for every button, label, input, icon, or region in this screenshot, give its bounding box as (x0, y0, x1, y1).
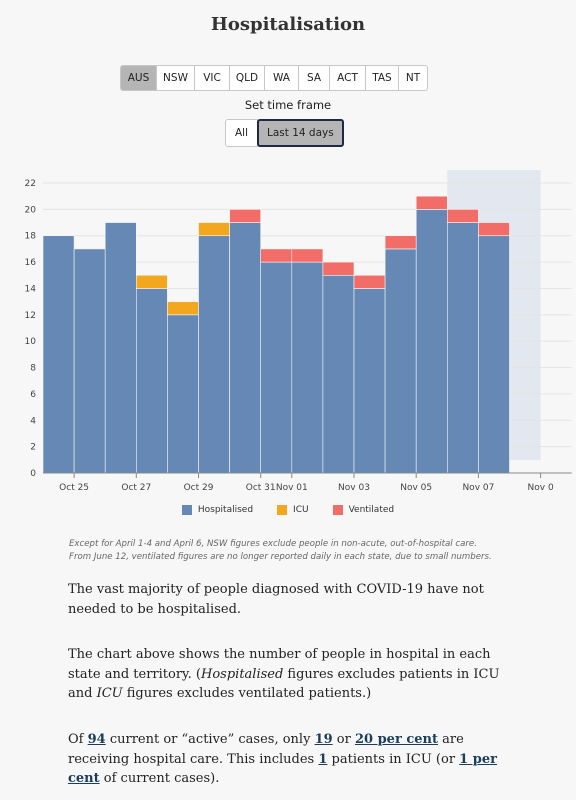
legend-swatch-ventilated (332, 505, 343, 515)
icu-percent: 1 per cent (68, 751, 497, 787)
bar-hospitalised (291, 261, 324, 474)
p3-text-e: patients in ICU (or (327, 751, 460, 767)
y-tick-label: 8 (30, 364, 36, 374)
state-button-wa[interactable]: WA (265, 66, 299, 90)
bar-hospitalised (42, 235, 75, 474)
paragraph-3: Of 94 current or “active” cases, only 19… (68, 730, 508, 789)
hospital-care-percent: 20 per cent (354, 732, 438, 747)
chart-legend: Hospitalised ICU Ventilated (0, 505, 576, 515)
legend-swatch-icu (277, 505, 288, 515)
timeframe-label: Set time frame (244, 98, 332, 112)
bar-ventilated (353, 274, 386, 289)
p3-text-a: Of (68, 732, 88, 747)
x-tick-label: Oct 27 (121, 483, 151, 493)
p3-text-b: current or “active” cases, only (105, 732, 315, 747)
bar-ventilated (384, 235, 417, 250)
bar-ventilated (415, 195, 448, 210)
state-button-aus[interactable]: AUS (121, 66, 157, 90)
bar-ventilated (322, 261, 355, 276)
bar-hospitalised (229, 222, 262, 474)
bar-hospitalised (415, 209, 448, 474)
bar-ventilated (291, 248, 324, 263)
state-selector: AUS NSW VIC QLD WA SA ACT TAS NT (120, 65, 428, 91)
y-tick-label: 0 (30, 469, 36, 479)
paragraph-2-hospitalised: Hospitalised (201, 666, 284, 682)
bar-ventilated (229, 209, 262, 223)
bar-hospitalised (73, 248, 106, 474)
chart-footnote: Except for April 1-4 and April 6, NSW fi… (69, 538, 509, 563)
bar-hospitalised (167, 314, 199, 474)
active-cases-number: 94 (87, 732, 106, 747)
x-tick-label: Nov 01 (276, 483, 308, 493)
y-tick-label: 2 (30, 443, 36, 453)
paragraph-2: The chart above shows the number of peop… (68, 645, 508, 704)
paragraph-1: The vast majority of people diagnosed wi… (68, 582, 484, 617)
legend-item-hospitalised: Hospitalised (181, 505, 254, 515)
p3-text-c: or (332, 732, 355, 747)
bar-hospitalised (198, 235, 230, 474)
x-tick-label: Nov 07 (462, 483, 494, 493)
legend-item-icu: ICU (277, 505, 309, 515)
legend-label-hospitalised: Hospitalised (197, 505, 254, 515)
state-button-vic[interactable]: VIC (195, 66, 230, 90)
bar-ventilated (478, 222, 510, 237)
x-tick-label: Oct 29 (184, 483, 214, 493)
y-tick-label: 20 (25, 205, 37, 215)
legend-swatch-hospitalised (181, 505, 192, 515)
x-tick-label: Oct 31 (246, 483, 276, 493)
y-tick-label: 22 (25, 179, 36, 189)
footnote-line-1: Except for April 1-4 and April 6, NSW fi… (69, 539, 477, 549)
timeframe-all-button[interactable]: All (225, 119, 258, 147)
bar-hospitalised (136, 288, 168, 474)
p3-text-f: of current cases). (99, 771, 220, 786)
bar-hospitalised (104, 222, 137, 474)
y-tick-label: 18 (25, 232, 37, 242)
bar-hospitalised (446, 222, 479, 474)
y-tick-label: 14 (25, 284, 37, 294)
paragraph-2-icu: ICU (96, 686, 123, 701)
legend-label-ventilated: Ventilated (348, 505, 395, 515)
x-tick-label: Nov 0 (528, 483, 554, 493)
state-button-sa[interactable]: SA (299, 66, 330, 90)
legend-label-icu: ICU (293, 505, 309, 515)
legend-item-ventilated: Ventilated (332, 505, 395, 515)
y-tick-label: 12 (25, 311, 36, 321)
hospital-care-number: 19 (314, 732, 333, 747)
bar-icu (167, 301, 199, 316)
y-tick-label: 6 (30, 390, 36, 400)
bar-ventilated (446, 209, 479, 223)
state-button-nt[interactable]: NT (405, 72, 421, 84)
paragraph-2-text-b: figures excludes patients in ICU and (68, 666, 500, 702)
icu-patients-number: 1 (318, 751, 328, 767)
y-tick-label: 4 (30, 416, 36, 426)
bar-icu (136, 274, 168, 289)
y-tick-label: 10 (25, 337, 37, 347)
paragraph-2-text-c: figures excludes ventilated patients.) (122, 686, 372, 701)
bar-hospitalised (478, 235, 510, 474)
x-tick-label: Oct 25 (59, 483, 89, 493)
page-title: Hospitalisation (210, 14, 366, 35)
bar-hospitalised (322, 274, 355, 474)
bar-hospitalised (384, 248, 417, 474)
bar-hospitalised (353, 288, 386, 474)
p3-text-d: are receiving hospital care. This includ… (68, 732, 464, 767)
hospitalisation-chart: 0 2 4 6 8 10 12 14 16 18 20 22 Oct 25 Oct 27 Oct 29 Oct… (25, 170, 572, 493)
paragraph-2-text-a: The chart above shows the number of peop… (68, 647, 491, 682)
bar-hospitalised (260, 261, 293, 474)
state-button-tas[interactable]: TAS (366, 66, 399, 90)
bar-icu (198, 222, 230, 237)
state-button-qld[interactable]: QLD (230, 66, 265, 90)
footnote-line-2: From June 12, ventilated figures are no … (69, 551, 492, 562)
timeframe-last-14-days-button[interactable]: Last 14 days (257, 119, 344, 147)
bar-ventilated (260, 248, 293, 263)
x-tick-label: Nov 03 (338, 483, 370, 493)
y-tick-label: 16 (25, 258, 37, 268)
timeframe-selector: All Last 14 days (225, 119, 344, 147)
state-button-act[interactable]: ACT (330, 66, 366, 90)
state-button-nsw[interactable]: NSW (157, 66, 195, 90)
x-tick-label: Nov 05 (400, 483, 432, 493)
